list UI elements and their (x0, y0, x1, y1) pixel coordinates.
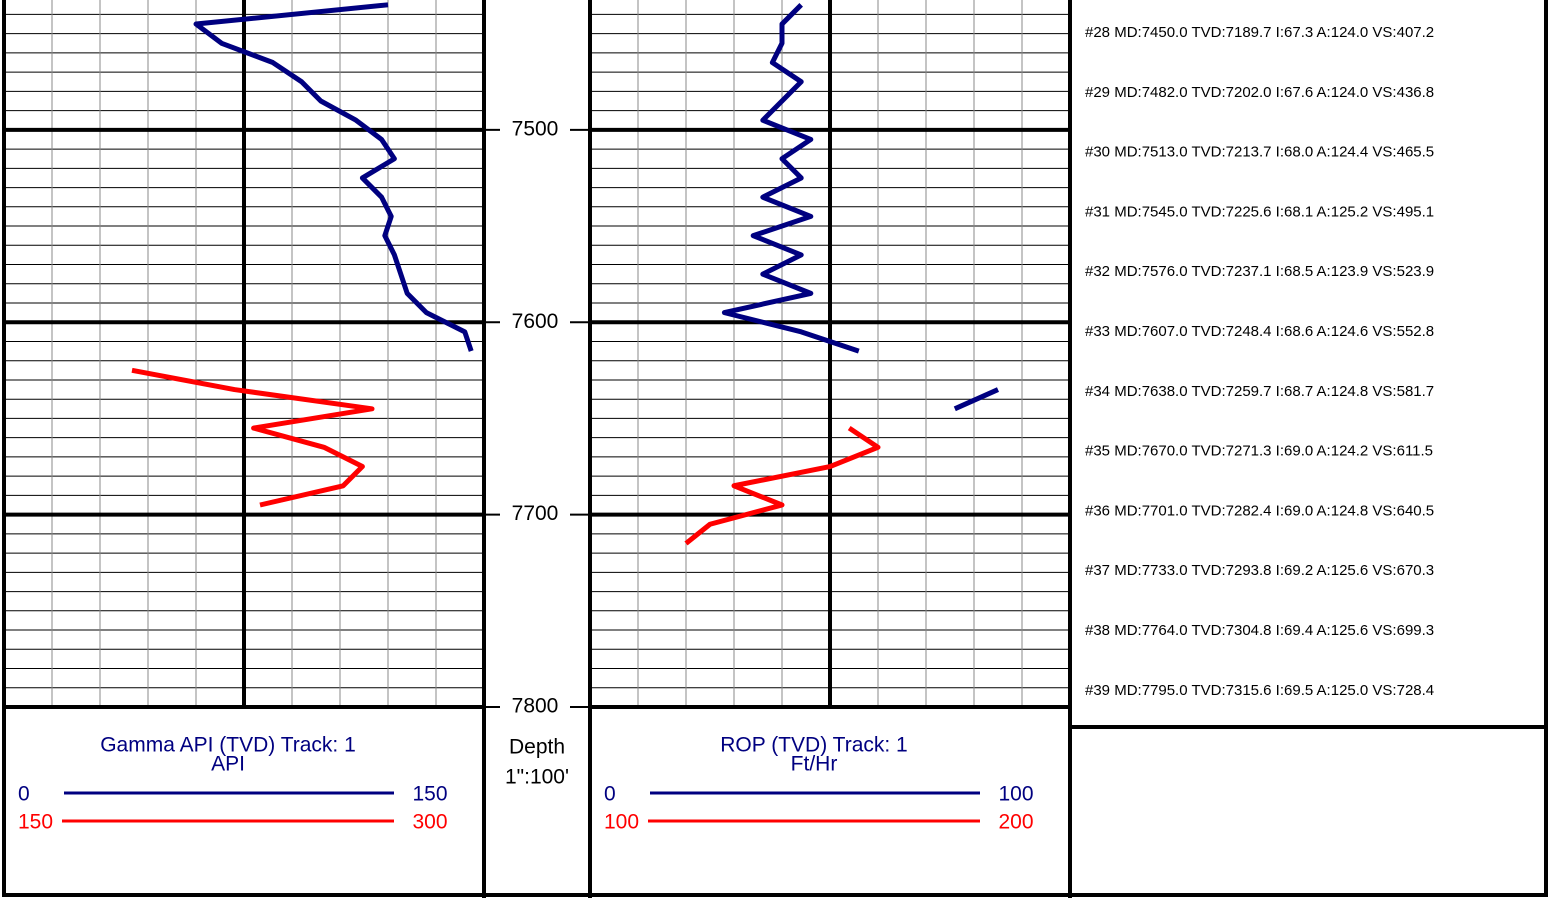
scale-max: 300 (412, 811, 447, 834)
track-unit: Ft/Hr (791, 753, 838, 776)
log-curve (684, 425, 881, 546)
scale-min: 100 (604, 811, 639, 834)
depth-tick-label: 7600 (512, 310, 559, 333)
curves (131, 2, 1000, 546)
survey-annotation: #29 MD:7482.0 TVD:7202.0 I:67.6 A:124.0 … (1085, 84, 1434, 101)
survey-annotation: #39 MD:7795.0 TVD:7315.6 I:69.5 A:125.0 … (1085, 682, 1434, 699)
survey-annotation: #36 MD:7701.0 TVD:7282.4 I:69.0 A:124.8 … (1085, 502, 1434, 519)
depth-label: Depth (509, 736, 565, 759)
log-curve (721, 3, 860, 354)
track-title: ROP (TVD) Track: 1 (720, 734, 907, 757)
scale-max: 100 (998, 783, 1033, 806)
survey-annotation: #33 MD:7607.0 TVD:7248.4 I:68.6 A:124.6 … (1085, 323, 1434, 340)
scale-min: 150 (18, 811, 53, 834)
log-curve (953, 387, 1000, 412)
grid (4, 0, 1070, 709)
survey-annotation: #34 MD:7638.0 TVD:7259.7 I:68.7 A:124.8 … (1085, 383, 1434, 400)
track-unit: API (211, 753, 245, 776)
survey-annotation: #28 MD:7450.0 TVD:7189.7 I:67.3 A:124.0 … (1085, 24, 1434, 41)
track-title: Gamma API (TVD) Track: 1 (100, 734, 356, 757)
scale-min: 0 (604, 783, 616, 806)
survey-annotation: #37 MD:7733.0 TVD:7293.8 I:69.2 A:125.6 … (1085, 562, 1434, 579)
scale-max: 150 (412, 783, 447, 806)
scale-min: 0 (18, 783, 30, 806)
survey-annotation: #32 MD:7576.0 TVD:7237.1 I:68.5 A:123.9 … (1085, 263, 1434, 280)
log-curve (193, 2, 474, 352)
depth-tick-label: 7700 (512, 502, 559, 525)
survey-annotation: #30 MD:7513.0 TVD:7213.7 I:68.0 A:124.4 … (1085, 144, 1434, 161)
depth-tick-label: 7500 (512, 117, 559, 140)
depth-tick-label: 7800 (512, 695, 559, 718)
survey-annotation: #35 MD:7670.0 TVD:7271.3 I:69.0 A:124.2 … (1085, 443, 1433, 460)
survey-annotation: #31 MD:7545.0 TVD:7225.6 I:68.1 A:125.2 … (1085, 203, 1434, 220)
log-curve (131, 367, 375, 508)
scale-max: 200 (998, 811, 1033, 834)
survey-annotation: #38 MD:7764.0 TVD:7304.8 I:69.4 A:125.6 … (1085, 622, 1434, 639)
depth-scale: 1":100' (505, 766, 569, 789)
